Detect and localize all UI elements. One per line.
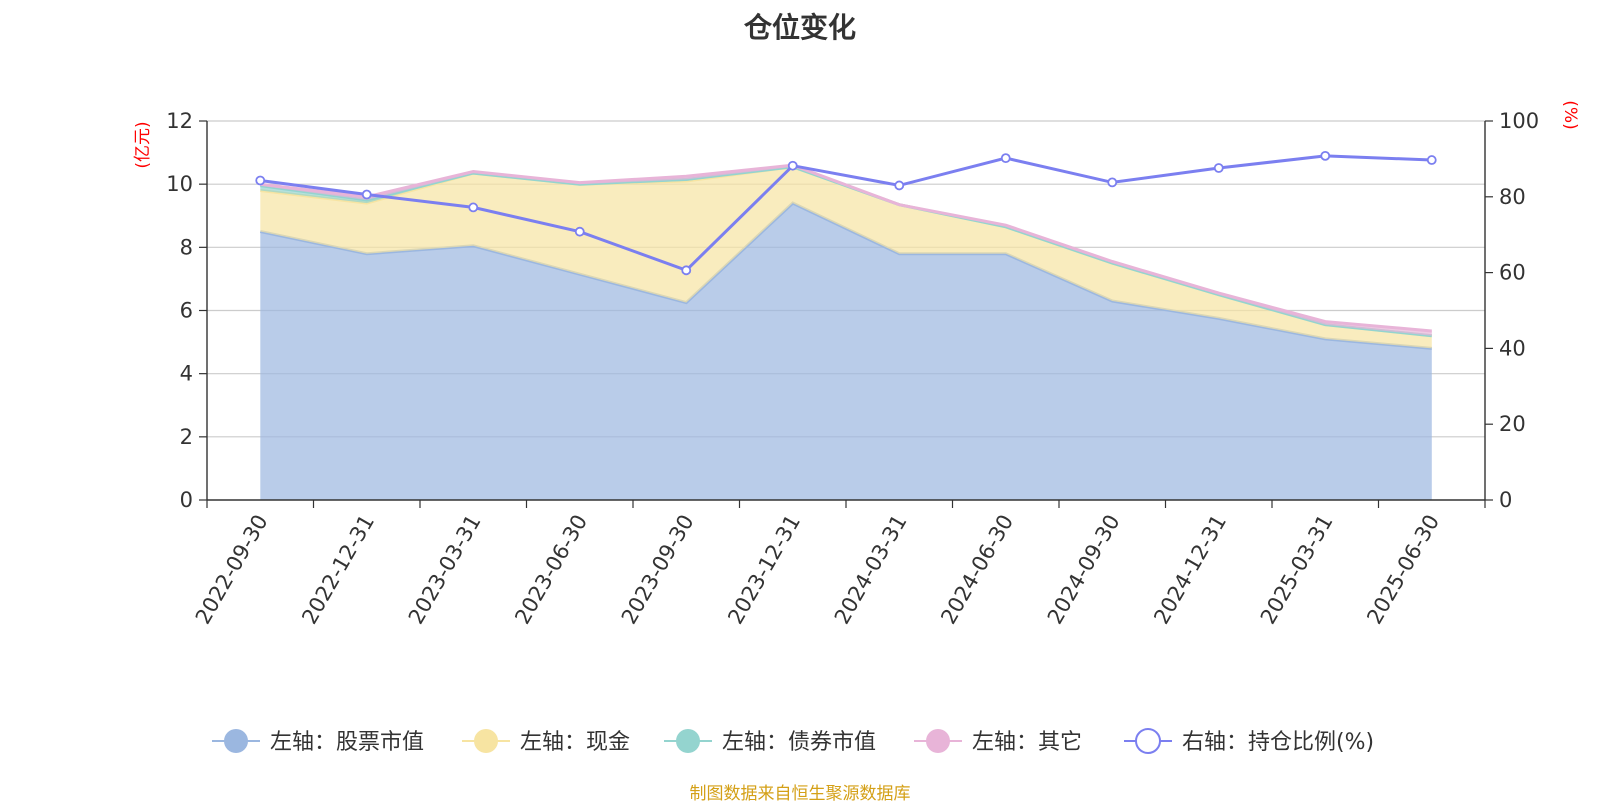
right-tick-label: 20 <box>1499 412 1526 436</box>
line-point <box>361 189 372 200</box>
left-tick-label: 8 <box>180 235 193 259</box>
line-point <box>468 202 479 213</box>
left-tick-label: 2 <box>180 425 193 449</box>
left-tick-label: 6 <box>180 299 193 323</box>
line-point <box>894 180 905 191</box>
legend-marker <box>474 729 498 753</box>
area-series <box>259 163 1432 500</box>
line-point <box>574 226 585 237</box>
x-tick-label: 2024-06-30 <box>936 511 1018 629</box>
line-point <box>255 175 266 186</box>
legend-label: 左轴：其它 <box>972 730 1082 755</box>
line-point <box>1320 150 1331 161</box>
legend-marker <box>1135 728 1161 754</box>
left-tick-label: 10 <box>166 172 193 196</box>
x-tick-label: 2023-03-31 <box>404 511 486 629</box>
line-point <box>1000 153 1011 164</box>
legend-label: 右轴：持仓比例(%) <box>1182 730 1374 755</box>
area-edge-左轴：其它 <box>260 163 1432 333</box>
legend-label: 左轴：现金 <box>520 730 630 755</box>
right-tick-label: 40 <box>1499 336 1526 360</box>
line-point <box>1426 155 1437 165</box>
line-右轴：持仓比例(%) <box>260 154 1432 273</box>
legend-item[interactable]: 左轴：现金 <box>462 729 630 755</box>
x-tick-label: 2022-12-31 <box>297 511 379 629</box>
chart-title: 仓位变化 <box>743 11 856 44</box>
legend-item[interactable]: 左轴：债券市值 <box>664 729 876 755</box>
left-tick-label: 12 <box>166 109 193 133</box>
legend: 左轴：股票市值 左轴：现金 左轴：债券市值 左轴：其它 右轴：持仓比例(%) <box>212 728 1374 755</box>
right-tick-label: 80 <box>1499 185 1526 209</box>
right-axis-unit: (%) <box>1560 100 1580 129</box>
x-tick-label: 2024-12-31 <box>1149 511 1231 629</box>
left-tick-label: 4 <box>180 362 193 386</box>
area-左轴：股票市值 <box>260 203 1432 500</box>
line-point <box>787 160 798 171</box>
line-point <box>681 265 692 276</box>
x-tick-label: 2025-03-31 <box>1256 511 1338 629</box>
legend-marker <box>926 729 950 753</box>
line-point <box>1107 177 1118 188</box>
x-tick-label: 2024-09-30 <box>1043 511 1125 629</box>
left-axis-unit: (亿元) <box>133 121 153 168</box>
x-tick-label: 2025-06-30 <box>1362 511 1444 629</box>
x-tick-label: 2023-12-31 <box>723 511 805 629</box>
legend-item[interactable]: 左轴：其它 <box>914 729 1082 755</box>
right-tick-label: 60 <box>1499 261 1526 285</box>
x-tick-label: 2023-06-30 <box>510 511 592 629</box>
legend-item[interactable]: 左轴：股票市值 <box>212 729 424 755</box>
line-series <box>255 150 1437 276</box>
x-tick-label: 2024-03-31 <box>830 511 912 629</box>
area-左轴：现金 <box>260 166 1432 349</box>
right-tick-label: 100 <box>1499 109 1539 133</box>
left-tick-label: 0 <box>180 488 193 512</box>
x-tick-label: 2023-09-30 <box>617 511 699 629</box>
legend-item[interactable]: 右轴：持仓比例(%) <box>1124 728 1374 755</box>
right-tick-label: 0 <box>1499 488 1512 512</box>
legend-marker <box>676 729 700 753</box>
legend-marker <box>224 729 248 753</box>
legend-label: 左轴：股票市值 <box>270 730 424 755</box>
x-tick-label: 2022-09-30 <box>191 511 273 629</box>
source-note: 制图数据来自恒生聚源数据库 <box>689 784 911 804</box>
line-point <box>1213 163 1224 173</box>
legend-label: 左轴：债券市值 <box>722 730 876 755</box>
